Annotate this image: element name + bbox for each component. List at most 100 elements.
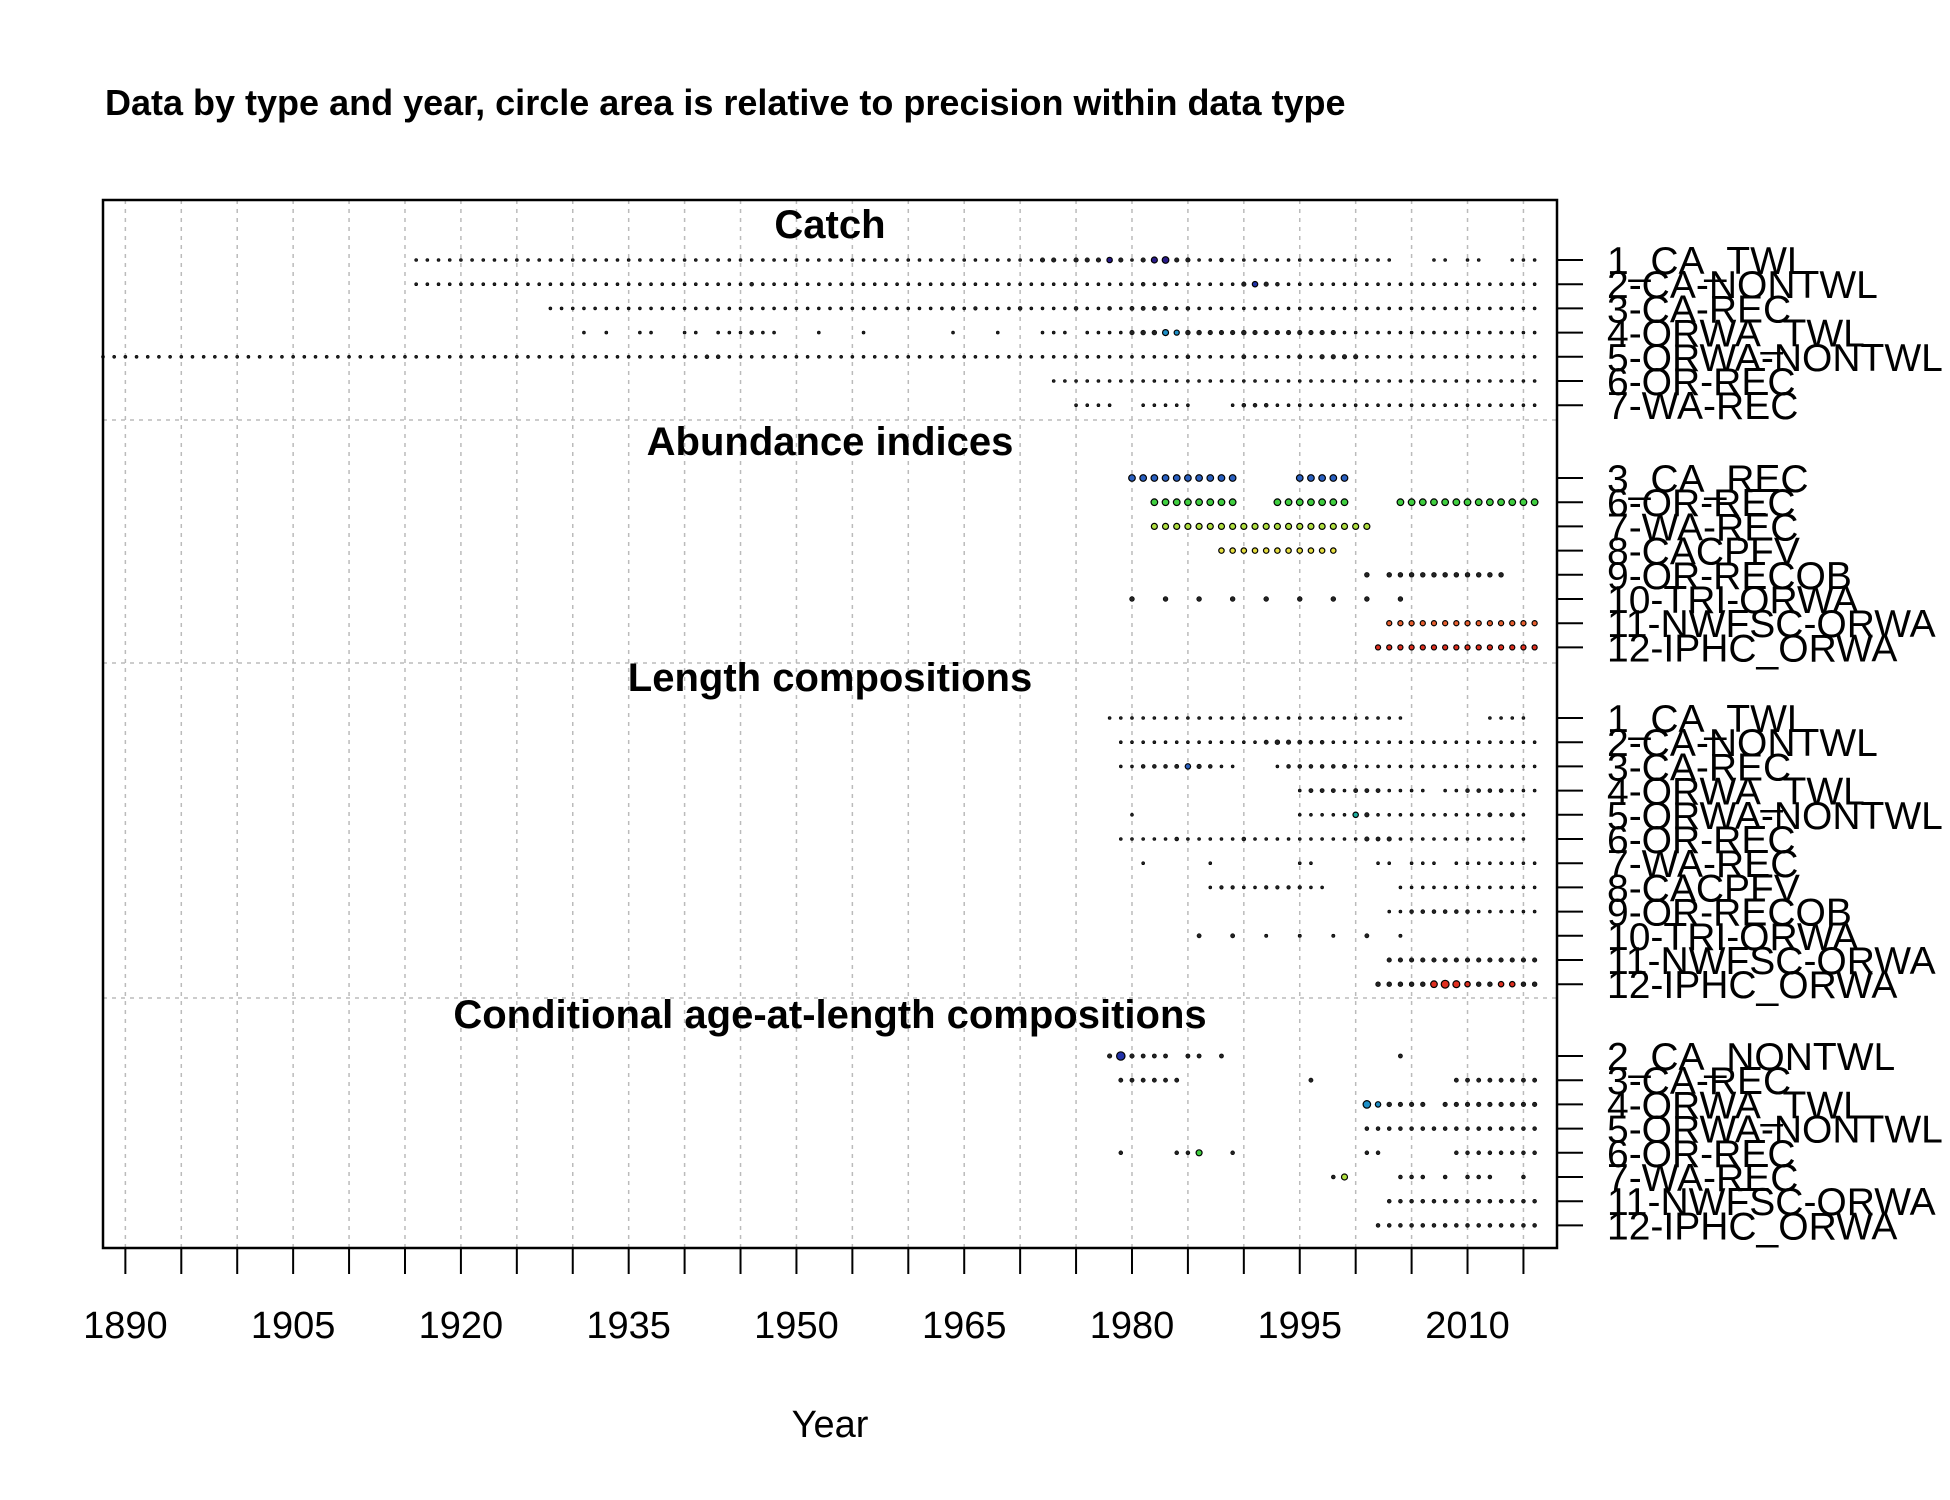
data-point	[570, 258, 575, 262]
data-point	[817, 282, 821, 287]
data-point	[1487, 1174, 1493, 1180]
data-point	[1409, 330, 1414, 335]
data-point	[1521, 1077, 1526, 1083]
data-point	[1510, 740, 1515, 745]
data-point	[749, 330, 754, 335]
data-point	[817, 330, 821, 335]
data-point	[1151, 1077, 1157, 1083]
data-point	[1386, 572, 1392, 578]
data-point	[380, 354, 385, 359]
data-point	[1465, 1198, 1470, 1204]
data-point	[1141, 861, 1145, 866]
data-point	[1163, 281, 1168, 287]
data-point	[1419, 644, 1426, 651]
data-point	[973, 306, 978, 311]
data-point	[805, 354, 810, 359]
data-point	[1340, 498, 1349, 507]
x-axis-title: Year	[792, 1404, 869, 1446]
data-point	[1364, 1150, 1370, 1156]
data-point	[1398, 812, 1403, 817]
data-point	[1498, 788, 1504, 793]
data-point	[1498, 1077, 1504, 1083]
data-point	[1430, 498, 1438, 507]
data-point	[1184, 522, 1192, 531]
data-point	[1498, 1126, 1504, 1131]
data-point	[1432, 885, 1436, 890]
fleet-label: 8-CACPFV	[1607, 531, 1800, 574]
data-point	[1039, 257, 1046, 263]
data-point	[928, 282, 933, 287]
data-point	[1443, 764, 1447, 769]
data-point	[1521, 354, 1526, 359]
data-point	[1476, 1223, 1481, 1228]
data-point	[1118, 1077, 1124, 1083]
data-point	[1152, 354, 1157, 359]
data-point	[772, 306, 776, 311]
data-point	[660, 306, 665, 311]
fleet-label: 12-IPHC_ORWA	[1607, 964, 1897, 1007]
data-point	[1454, 740, 1459, 745]
data-point	[414, 282, 418, 287]
data-point	[1342, 764, 1347, 769]
data-point	[1297, 933, 1302, 938]
data-point	[749, 281, 754, 287]
data-point	[1275, 258, 1280, 262]
data-point	[1409, 354, 1414, 359]
data-point	[682, 258, 687, 262]
data-point	[1520, 1101, 1526, 1107]
data-point	[1375, 1126, 1381, 1131]
data-point	[1532, 1101, 1538, 1107]
data-point	[1499, 306, 1503, 311]
data-point	[1386, 981, 1392, 987]
data-point	[1320, 306, 1324, 311]
data-point	[783, 354, 788, 359]
data-point	[1018, 258, 1022, 262]
data-point	[1141, 837, 1145, 841]
data-point	[671, 306, 676, 311]
data-point	[1508, 980, 1516, 988]
data-point	[1208, 258, 1213, 262]
data-point	[1362, 1100, 1372, 1109]
data-point	[537, 354, 542, 359]
data-point	[1476, 909, 1481, 914]
data-point	[1464, 572, 1471, 578]
data-point	[1129, 330, 1135, 336]
data-point	[1454, 885, 1459, 890]
data-point	[1331, 379, 1336, 383]
data-point	[1442, 1174, 1448, 1180]
data-point	[940, 306, 944, 311]
data-point	[1163, 740, 1168, 745]
data-point	[1464, 644, 1471, 651]
data-point	[1172, 474, 1181, 482]
data-point	[1465, 403, 1470, 408]
data-point	[1172, 498, 1181, 507]
data-point	[1286, 739, 1292, 745]
data-point	[660, 258, 665, 262]
data-point	[1174, 1077, 1180, 1083]
data-point	[1174, 282, 1179, 287]
data-point	[1532, 861, 1537, 866]
x-tick-label: 1950	[754, 1305, 839, 1347]
data-point	[526, 354, 530, 359]
data-point	[1499, 764, 1503, 769]
data-point	[1197, 379, 1201, 383]
data-point	[1051, 282, 1056, 287]
data-point	[1475, 644, 1482, 651]
data-point	[1263, 596, 1269, 602]
data-point	[1420, 354, 1425, 359]
data-point	[1443, 282, 1447, 287]
data-point	[459, 354, 463, 359]
data-point	[168, 354, 172, 359]
data-point	[1375, 836, 1381, 842]
data-point	[436, 282, 441, 287]
data-point	[1107, 330, 1112, 335]
data-point	[861, 306, 866, 311]
fleet-label: 4-ORWA_TWL	[1607, 1084, 1865, 1127]
data-point	[761, 306, 765, 311]
data-point	[1141, 740, 1145, 745]
x-tick-label: 1890	[83, 1305, 168, 1347]
data-point	[1264, 354, 1268, 359]
data-point	[1443, 812, 1447, 817]
data-point	[1331, 764, 1336, 769]
data-point	[1174, 764, 1180, 769]
